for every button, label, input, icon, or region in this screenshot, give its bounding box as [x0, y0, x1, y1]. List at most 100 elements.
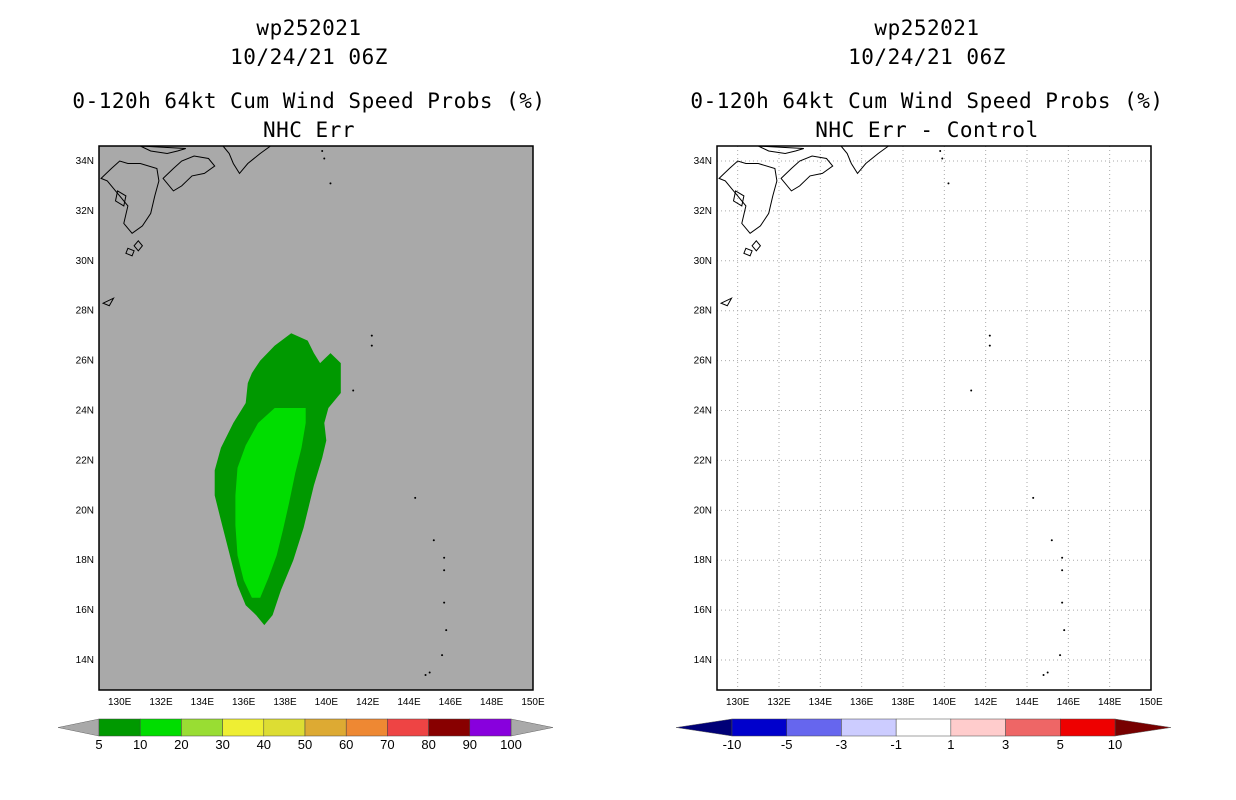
x-tick-label: 130E: [726, 697, 750, 708]
x-tick-label: 138E: [273, 697, 297, 708]
y-tick-label: 24N: [694, 406, 712, 417]
colorbar-label: -3: [836, 737, 848, 752]
storm-id: wp252021: [874, 16, 980, 40]
colorbar-bin: [841, 718, 897, 737]
island: [947, 182, 950, 185]
island: [941, 157, 944, 160]
coastline: [101, 297, 115, 307]
y-tick-label: 32N: [694, 206, 712, 217]
colorbar-label: 3: [1002, 737, 1009, 752]
y-tick-label: 26N: [694, 356, 712, 367]
colorbar-bin: [387, 718, 429, 737]
colorbar-label: 90: [463, 737, 477, 752]
y-tick-label: 14N: [694, 655, 712, 666]
colorbar-bin: [139, 718, 182, 737]
coastline: [780, 155, 834, 192]
colorbar-bin: [345, 718, 388, 737]
colorbar-end-high: [1114, 718, 1172, 737]
island: [441, 654, 444, 657]
x-tick-label: 130E: [108, 697, 132, 708]
forecast-date: 10/24/21 06Z: [848, 45, 1006, 69]
coastline: [162, 155, 216, 192]
colorbar-label: 5: [1057, 737, 1064, 752]
y-tick-label: 26N: [76, 356, 94, 367]
coastline: [140, 145, 186, 155]
difference-map: 130E 132E 134E 136E 138E 140E 142E 144E 146E 148E…: [675, 145, 1172, 752]
forecast-date: 10/24/21 06Z: [230, 45, 388, 69]
coastline: [839, 145, 891, 175]
colorbar-end-low: [57, 718, 100, 737]
x-tick-label: 132E: [149, 697, 173, 708]
x-tick-label: 142E: [356, 697, 380, 708]
island: [352, 389, 355, 392]
colorbar-label: -1: [890, 737, 902, 752]
x-tick-label: 138E: [891, 697, 915, 708]
island: [428, 671, 431, 674]
island: [1032, 496, 1035, 499]
colorbar-end-low: [675, 718, 733, 737]
coastline: [718, 160, 778, 234]
island: [1061, 601, 1064, 604]
x-tick-label: 140E: [933, 697, 957, 708]
y-tick-label: 34N: [76, 156, 94, 167]
colorbar-label: 100: [500, 737, 522, 752]
island: [1046, 671, 1049, 674]
island: [1059, 654, 1062, 657]
plot-frame: [98, 145, 534, 691]
colorbar-label: 70: [380, 737, 394, 752]
island: [321, 149, 324, 152]
plot-area: [717, 146, 1151, 690]
chart-title: 0-120h 64kt Cum Wind Speed Probs (%): [72, 89, 546, 113]
island: [370, 344, 373, 347]
colorbar-label: 1: [947, 737, 954, 752]
colorbar-bin: [1005, 718, 1061, 737]
coastline: [751, 240, 762, 252]
x-tick-label: 150E: [521, 697, 545, 708]
y-tick-label: 18N: [694, 555, 712, 566]
y-tick-label: 20N: [694, 505, 712, 516]
island: [988, 334, 991, 337]
x-tick-label: 148E: [480, 697, 504, 708]
colorbar-bin: [222, 718, 265, 737]
colorbar-bin: [786, 718, 842, 737]
colorbar-bin: [469, 718, 512, 737]
colorbar-end-high: [510, 718, 554, 737]
y-tick-label: 22N: [76, 455, 94, 466]
probability-contour: [235, 408, 306, 598]
chart-title: 0-120h 64kt Cum Wind Speed Probs (%): [690, 89, 1164, 113]
island: [970, 389, 973, 392]
coastline: [719, 297, 733, 307]
colorbar-label: 30: [215, 737, 229, 752]
y-tick-label: 28N: [76, 306, 94, 317]
y-tick-label: 34N: [694, 156, 712, 167]
colorbar-bin: [950, 718, 1006, 737]
y-tick-label: 16N: [76, 605, 94, 616]
y-tick-label: 18N: [76, 555, 94, 566]
island: [939, 149, 942, 152]
x-tick-label: 142E: [974, 697, 998, 708]
island: [443, 601, 446, 604]
y-tick-label: 28N: [694, 306, 712, 317]
y-tick-label: 14N: [76, 655, 94, 666]
island: [1050, 539, 1053, 542]
island: [1063, 629, 1066, 632]
x-tick-label: 144E: [397, 697, 421, 708]
colorbar-bin: [428, 718, 471, 737]
island: [370, 334, 373, 337]
probability-map: 130E 132E 134E 136E 138E 140E 142E 144E 146E 148E…: [57, 145, 554, 752]
colorbar-bin: [263, 718, 306, 737]
island: [1061, 569, 1064, 572]
colorbar-label: 60: [339, 737, 353, 752]
colorbar-label: 5: [95, 737, 102, 752]
y-tick-label: 16N: [694, 605, 712, 616]
colorbar-bin: [304, 718, 347, 737]
x-tick-label: 132E: [767, 697, 791, 708]
colorbar-label: 20: [174, 737, 188, 752]
island: [445, 629, 448, 632]
island: [323, 157, 326, 160]
coastline: [100, 160, 160, 234]
island: [1042, 674, 1045, 677]
island: [424, 674, 427, 677]
x-tick-label: 150E: [1139, 697, 1163, 708]
y-tick-label: 22N: [694, 455, 712, 466]
